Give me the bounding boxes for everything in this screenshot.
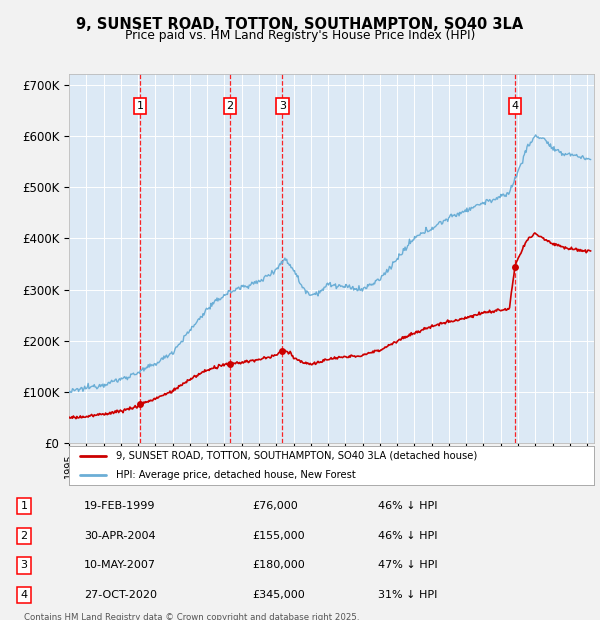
Text: 30-APR-2004: 30-APR-2004 [84, 531, 155, 541]
Text: 19-FEB-1999: 19-FEB-1999 [84, 501, 155, 511]
Text: 4: 4 [20, 590, 28, 600]
Text: 3: 3 [20, 560, 28, 570]
Text: 27-OCT-2020: 27-OCT-2020 [84, 590, 157, 600]
Text: 46% ↓ HPI: 46% ↓ HPI [378, 531, 437, 541]
Text: Contains HM Land Registry data © Crown copyright and database right 2025.: Contains HM Land Registry data © Crown c… [24, 613, 359, 620]
Text: 4: 4 [511, 101, 518, 111]
Text: 47% ↓ HPI: 47% ↓ HPI [378, 560, 437, 570]
Text: £180,000: £180,000 [252, 560, 305, 570]
Text: 1: 1 [137, 101, 143, 111]
Text: 9, SUNSET ROAD, TOTTON, SOUTHAMPTON, SO40 3LA (detached house): 9, SUNSET ROAD, TOTTON, SOUTHAMPTON, SO4… [116, 451, 478, 461]
Text: HPI: Average price, detached house, New Forest: HPI: Average price, detached house, New … [116, 470, 356, 480]
Text: 46% ↓ HPI: 46% ↓ HPI [378, 501, 437, 511]
Text: 10-MAY-2007: 10-MAY-2007 [84, 560, 156, 570]
Text: £76,000: £76,000 [252, 501, 298, 511]
Text: Price paid vs. HM Land Registry's House Price Index (HPI): Price paid vs. HM Land Registry's House … [125, 29, 475, 42]
Text: 9, SUNSET ROAD, TOTTON, SOUTHAMPTON, SO40 3LA: 9, SUNSET ROAD, TOTTON, SOUTHAMPTON, SO4… [76, 17, 524, 32]
Text: 3: 3 [279, 101, 286, 111]
Text: £345,000: £345,000 [252, 590, 305, 600]
Text: £155,000: £155,000 [252, 531, 305, 541]
Text: 1: 1 [20, 501, 28, 511]
Text: 2: 2 [227, 101, 233, 111]
Text: 31% ↓ HPI: 31% ↓ HPI [378, 590, 437, 600]
Text: 2: 2 [20, 531, 28, 541]
